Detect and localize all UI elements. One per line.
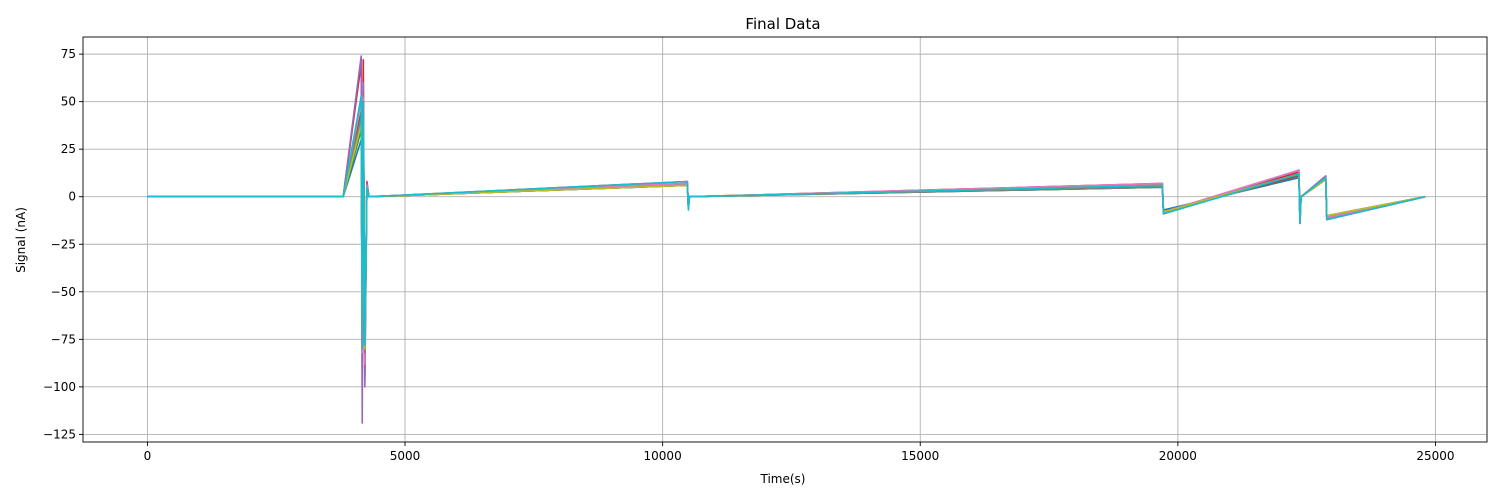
y-axis: 75 50 25 0 −25 −50 −75 −100 −125 — [43, 47, 83, 441]
y-tick-label: −100 — [43, 380, 76, 394]
y-tick-label: −25 — [51, 237, 76, 251]
x-tick-label: 20000 — [1159, 449, 1197, 463]
series-line-10 — [147, 95, 1426, 350]
chart-title: Final Data — [745, 15, 820, 33]
grid-lines — [83, 37, 1487, 442]
y-tick-label: −75 — [51, 332, 76, 346]
plot-frame — [82, 36, 1488, 443]
x-tick-label: 15000 — [901, 449, 939, 463]
y-tick-label: 25 — [61, 142, 76, 156]
x-tick-label: 25000 — [1416, 449, 1454, 463]
y-axis-title: Signal (nA) — [14, 207, 28, 273]
y-tick-label: 75 — [61, 47, 76, 61]
y-tick-label: 50 — [61, 95, 76, 109]
x-tick-label: 10000 — [644, 449, 682, 463]
x-axis: 0 5000 10000 15000 20000 25000 — [144, 442, 1455, 463]
y-tick-label: −50 — [51, 285, 76, 299]
x-axis-title: Time(s) — [760, 472, 806, 486]
series-layer — [147, 55, 1426, 424]
y-tick-label: −125 — [43, 427, 76, 441]
x-tick-label: 5000 — [390, 449, 421, 463]
x-tick-label: 0 — [144, 449, 152, 463]
y-tick-label: 0 — [68, 190, 76, 204]
